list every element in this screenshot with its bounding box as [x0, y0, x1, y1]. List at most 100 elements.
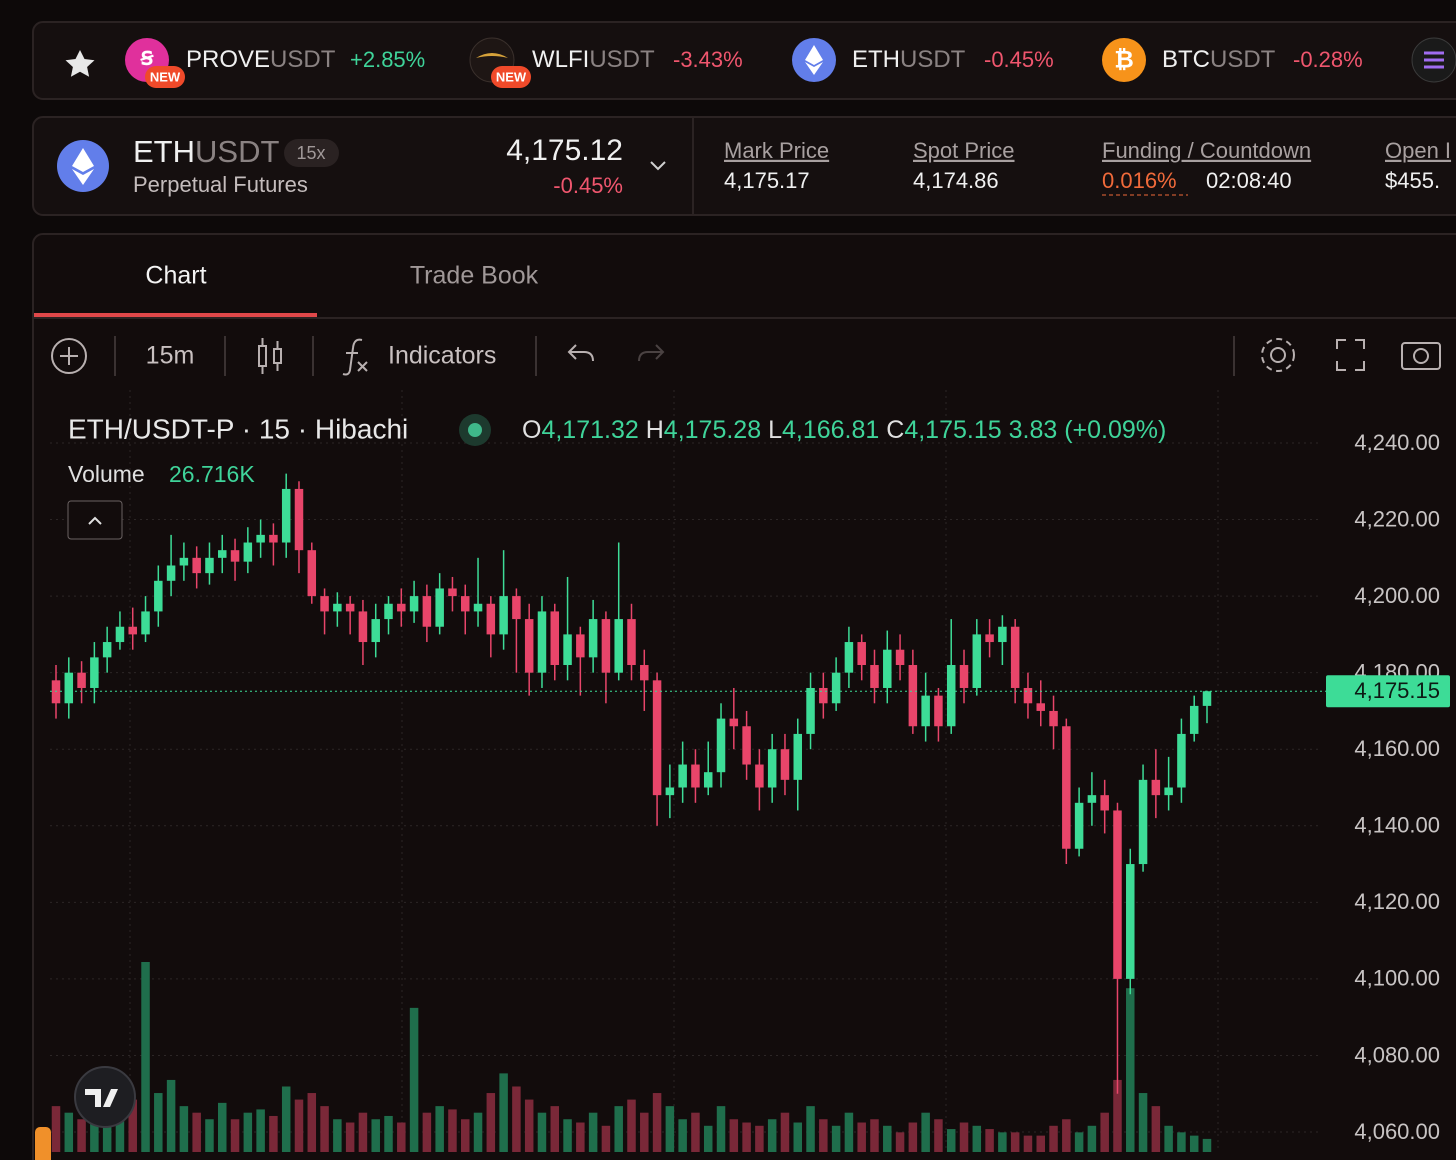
candle-body: [281, 488, 291, 543]
candle-body: [320, 596, 329, 612]
sol-glyph: [1424, 51, 1444, 69]
volume-bar: [115, 1109, 125, 1152]
stat-label: Open I: [1385, 138, 1451, 163]
candle-body: [703, 772, 713, 788]
volume-bar: [1100, 1112, 1109, 1152]
tab[interactable]: Chart: [145, 262, 206, 290]
volume-bar: [1074, 1132, 1084, 1152]
side-handle[interactable]: [35, 1127, 51, 1160]
fullscreen-button[interactable]: [1336, 339, 1365, 371]
ticker-symbol[interactable]: WLFIUSDT: [532, 46, 655, 73]
volume-bar: [486, 1093, 496, 1152]
candle-body: [550, 611, 560, 666]
volume-bar: [473, 1112, 483, 1152]
candle-body: [333, 603, 342, 612]
tradingview-logo[interactable]: [74, 1066, 136, 1128]
candle-body: [154, 580, 163, 612]
candle-body: [1113, 810, 1122, 979]
legend-value: 4,175.15: [904, 416, 1001, 444]
volume-bar: [1126, 988, 1135, 1152]
volume-bar: [870, 1119, 879, 1152]
volume-bar: [128, 1099, 137, 1152]
tab[interactable]: Trade Book: [410, 262, 539, 290]
volume-bar: [678, 1119, 687, 1152]
volume-bar: [102, 1119, 112, 1152]
market-symbol: ETHUSDT: [133, 134, 279, 169]
favorite-star[interactable]: [65, 50, 95, 77]
candle-body: [51, 680, 61, 704]
undo-button[interactable]: [567, 344, 594, 362]
candle-body: [460, 596, 470, 612]
candle-body: [499, 596, 508, 635]
last-price: 4,175.12: [506, 134, 623, 167]
candle-body: [831, 672, 841, 704]
candle-body: [1062, 726, 1071, 849]
stat-label: Funding / Countdown: [1102, 138, 1311, 163]
candle-body: [1151, 779, 1161, 796]
candle-body: [1202, 691, 1212, 706]
eth-glyph: [805, 45, 823, 75]
add-button[interactable]: [51, 338, 87, 374]
ticker-symbol[interactable]: BTCUSDT: [1162, 46, 1276, 73]
volume-bar: [448, 1109, 457, 1152]
ticker-symbol[interactable]: PROVEUSDT: [186, 46, 336, 73]
redo-button[interactable]: [638, 344, 665, 362]
candle-body: [883, 649, 892, 688]
ticker-base: ETH: [852, 46, 900, 73]
screenshot-button[interactable]: [1401, 342, 1441, 370]
ticker-base: PROVE: [186, 46, 270, 73]
volume-bar: [703, 1125, 713, 1152]
candle-body: [895, 649, 905, 666]
candle-body: [946, 665, 956, 727]
volume-bar: [524, 1099, 534, 1152]
volume-bar: [934, 1119, 943, 1152]
candle-body: [908, 665, 918, 727]
volume-bar: [179, 1106, 189, 1152]
eth-glyph: [72, 148, 94, 185]
volume-bar: [563, 1119, 572, 1152]
ticker-symbol[interactable]: ETHUSDT: [852, 46, 966, 73]
candle-body: [307, 550, 317, 597]
ticker-change: -0.45%: [984, 47, 1054, 72]
candle-body: [1189, 705, 1199, 734]
volume-bar: [166, 1079, 176, 1152]
stat-value: $455.: [1385, 168, 1440, 193]
volume-bar: [435, 1106, 444, 1152]
volume-bar: [652, 1093, 662, 1152]
volume-bar: [844, 1112, 854, 1152]
ticker-quote: USDT: [900, 46, 966, 73]
wlfi-glyph: [476, 53, 508, 58]
new-badge: [145, 66, 185, 88]
candle-body: [256, 534, 265, 543]
candle-body: [128, 626, 137, 635]
candle-body: [614, 619, 623, 673]
candle-body: [1010, 626, 1020, 688]
ticker-change: -3.43%: [673, 47, 743, 72]
candle-body: [844, 642, 854, 673]
volume-bar: [154, 1093, 163, 1152]
volume-bar: [780, 1112, 790, 1152]
y-tick-label: 4,100.00: [1354, 966, 1440, 991]
candle-body: [102, 642, 112, 658]
volume-bar: [320, 1106, 329, 1152]
candle-body: [934, 695, 943, 727]
indicators-button[interactable]: Indicators: [388, 342, 496, 370]
candle-body: [64, 672, 74, 704]
volume-bar: [460, 1119, 470, 1152]
collapse-legend[interactable]: [67, 500, 123, 540]
candle-body: [269, 534, 278, 543]
market-dropdown[interactable]: [650, 161, 666, 171]
volume-bar: [550, 1106, 560, 1152]
settings-button[interactable]: [1270, 347, 1286, 363]
volume-bar: [1177, 1132, 1186, 1152]
volume-bar: [972, 1125, 982, 1152]
volume-bar: [831, 1125, 841, 1152]
volume-bar: [141, 962, 150, 1152]
legend-key: C: [886, 416, 904, 444]
candle-body: [767, 749, 777, 788]
candle-body: [473, 603, 483, 612]
volume-bar: [985, 1129, 994, 1152]
volume-bar: [588, 1112, 598, 1152]
interval[interactable]: 15m: [146, 342, 195, 370]
market-quote: USDT: [195, 134, 279, 169]
